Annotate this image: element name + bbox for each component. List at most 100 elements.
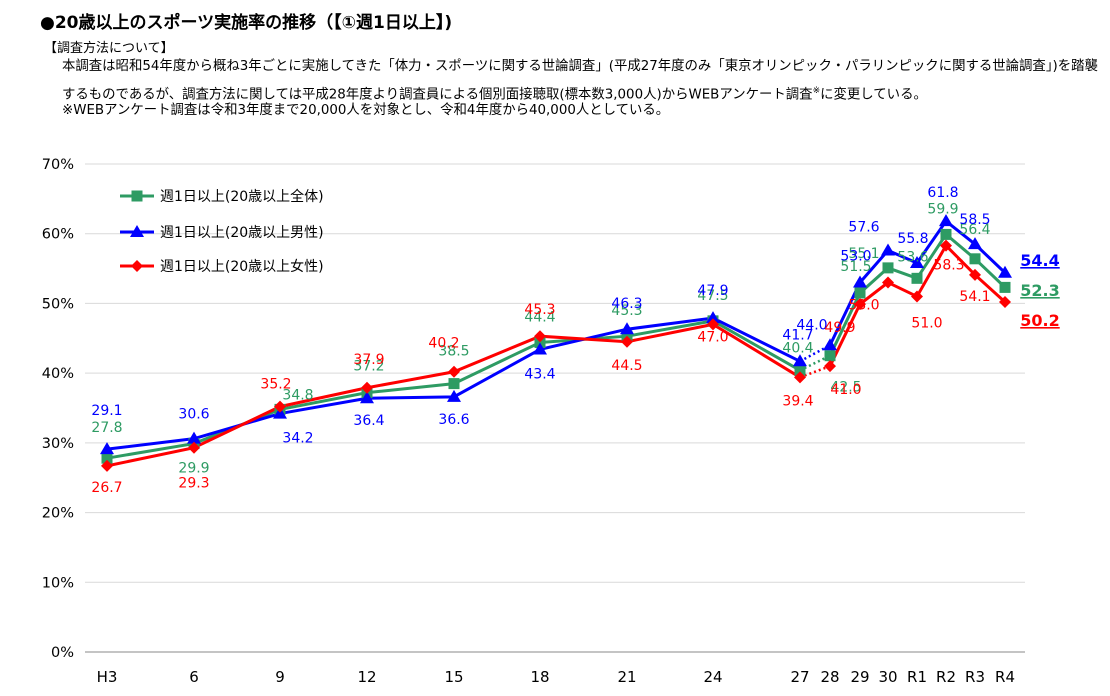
data-point-diamond [999, 296, 1011, 309]
data-label: 47.9 [697, 283, 728, 299]
data-point-diamond [707, 318, 719, 331]
data-label: 46.3 [611, 296, 642, 312]
data-label: 40.2 [428, 336, 459, 352]
data-label: 42.5 [830, 380, 861, 396]
data-point-triangle [968, 237, 982, 250]
data-point-square [882, 262, 894, 274]
data-label: 45.3 [524, 302, 555, 318]
data-point-triangle [998, 265, 1012, 278]
x-tick-label: R4 [995, 668, 1015, 686]
method-text-line-1: 本調査は昭和54年度から概ね3年ごとに実施してきた「体力・スポーツに関する世論調… [62, 59, 1098, 74]
data-label: 34.2 [282, 431, 313, 447]
data-label: 29.1 [91, 403, 122, 419]
method-text-line-2a: するものであるが、調査方法に関しては平成28年度より調査員による個別面接聴取(標… [62, 87, 813, 103]
data-point-triangle [910, 255, 924, 268]
y-tick-label: 60% [42, 227, 74, 243]
y-tick-label: 10% [42, 575, 74, 591]
data-label: 35.2 [260, 377, 291, 393]
x-tick-label: 12 [357, 668, 376, 686]
data-point-diamond [882, 276, 894, 289]
data-label: 37.2 [353, 359, 384, 375]
data-point-triangle [823, 338, 837, 351]
data-point-square [940, 228, 952, 240]
data-label: 45.3 [611, 303, 642, 319]
data-label: 36.4 [353, 413, 384, 429]
data-label: 43.4 [524, 366, 555, 382]
data-label: 37.9 [353, 352, 384, 368]
data-point-square [448, 378, 460, 390]
data-point-triangle [881, 243, 895, 256]
data-point-square [969, 253, 981, 265]
data-point-square [854, 287, 866, 299]
data-label: 40.4 [782, 340, 813, 356]
x-tick-label: 15 [444, 668, 463, 686]
data-point-diamond [854, 298, 866, 311]
data-label: 41.7 [782, 327, 813, 343]
x-tick-label: R1 [907, 668, 927, 686]
data-point-triangle [187, 431, 201, 444]
x-tick-label: R3 [965, 668, 985, 686]
data-point-triangle [793, 354, 807, 367]
x-tick-label: 18 [530, 668, 549, 686]
data-point-triangle [447, 389, 461, 402]
data-label: 26.7 [91, 480, 122, 496]
data-label: 29.9 [178, 461, 209, 477]
data-point-triangle [706, 311, 720, 324]
method-text-line-3: ※WEBアンケート調査は令和3年度まで20,000人を対象とし、令和4年度から4… [62, 103, 670, 118]
data-label: 58.3 [933, 258, 964, 274]
data-point-square [824, 350, 836, 362]
data-point-triangle [130, 225, 144, 237]
data-point-diamond [101, 459, 113, 472]
data-label: 47.5 [697, 288, 728, 304]
x-tick-label: 6 [189, 668, 199, 686]
legend-label: 週1日以上(20歳以上女性) [160, 258, 324, 275]
data-label: 41.0 [830, 382, 861, 398]
data-label: 36.6 [438, 412, 469, 428]
data-label: 53.0 [848, 298, 879, 314]
data-point-triangle [939, 214, 953, 227]
data-label: 44.5 [611, 358, 642, 374]
data-point-diamond [824, 360, 836, 373]
data-point-triangle [360, 391, 374, 404]
end-value-label: 50.2 [1020, 311, 1059, 330]
data-label: 44.0 [796, 317, 827, 333]
method-text-line-2: するものであるが、調査方法に関しては平成28年度より調査員による個別面接聴取(標… [62, 81, 927, 105]
method-text-line-2b: に変更している。 [820, 87, 927, 103]
data-point-square [101, 452, 113, 464]
data-label: 39.4 [782, 393, 813, 409]
data-label: 53.0 [840, 249, 871, 265]
data-label: 59.9 [927, 201, 958, 217]
data-label: 58.5 [959, 212, 990, 228]
data-label: 47.0 [697, 329, 728, 345]
data-label: 38.5 [438, 344, 469, 360]
x-tick-label: 27 [790, 668, 809, 686]
data-label: 61.8 [927, 185, 958, 201]
data-label: 29.3 [178, 476, 209, 492]
data-point-triangle [533, 342, 547, 355]
method-heading: 【調査方法について】 [44, 41, 174, 56]
data-label: 56.4 [959, 222, 990, 238]
data-point-diamond [969, 268, 981, 281]
data-point-diamond [131, 260, 143, 272]
x-tick-label: H3 [97, 668, 118, 686]
data-label: 57.6 [848, 219, 879, 235]
data-label: 55.8 [897, 231, 928, 247]
series-line-dotted [799, 344, 831, 363]
x-tick-label: 28 [820, 668, 839, 686]
y-tick-label: 30% [42, 436, 74, 452]
data-point-diamond [621, 335, 633, 348]
data-label: 54.1 [959, 289, 990, 305]
data-point-square [911, 272, 923, 284]
data-point-square [794, 364, 806, 376]
data-point-square [131, 190, 143, 202]
data-label: 34.8 [282, 387, 313, 403]
data-point-triangle [100, 442, 114, 455]
x-tick-label: 9 [275, 668, 285, 686]
data-point-diamond [274, 400, 286, 413]
data-point-diamond [940, 239, 952, 252]
y-tick-label: 50% [42, 296, 74, 312]
x-tick-label: R2 [936, 668, 956, 686]
data-point-diamond [794, 371, 806, 384]
x-tick-label: 29 [850, 668, 869, 686]
